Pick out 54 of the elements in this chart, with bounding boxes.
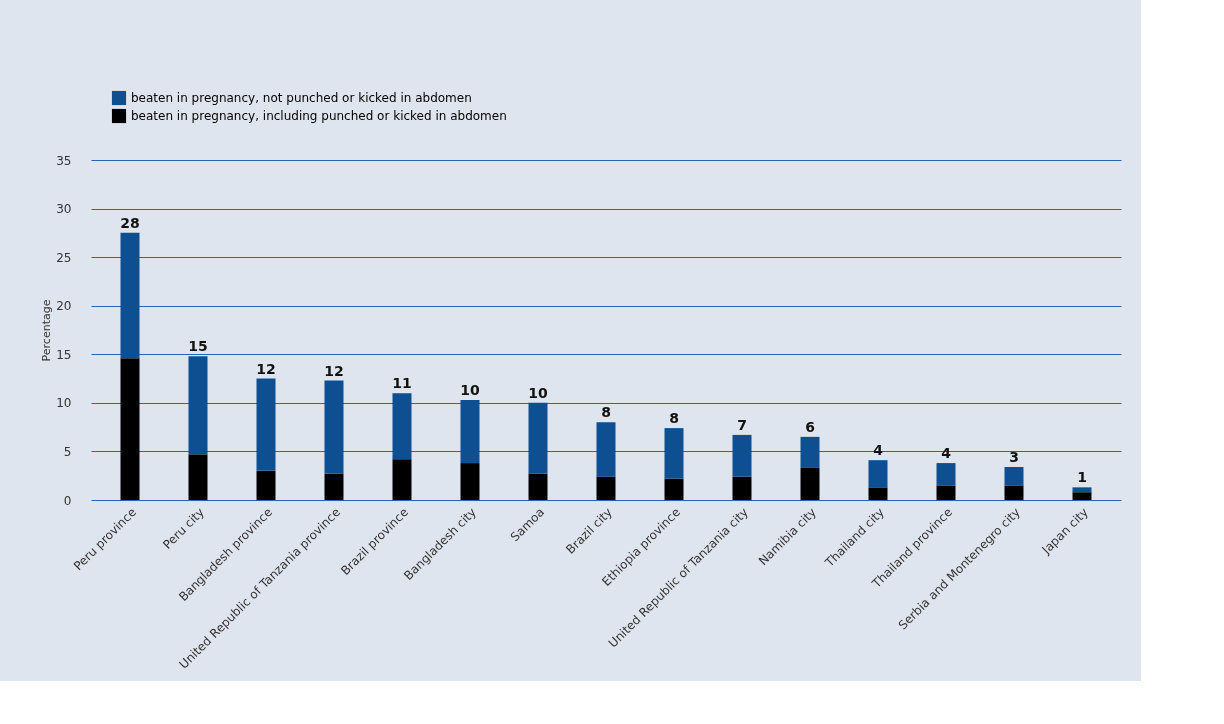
y-tick-label: 5: [63, 444, 72, 459]
y-axis-title: Percentage: [40, 299, 54, 362]
bar: [120, 358, 140, 500]
bar: [324, 473, 344, 500]
total-label: 12: [256, 360, 276, 377]
bar: [188, 356, 208, 455]
y-tick-label: 0: [63, 493, 72, 508]
bar: [868, 487, 888, 500]
total-label: 10: [460, 381, 480, 398]
bar: [732, 476, 752, 500]
bar: [188, 454, 208, 500]
y-tick-label: 10: [56, 396, 72, 411]
bar: [732, 434, 752, 477]
total-label: 8: [601, 404, 611, 421]
y-tick-label: 15: [56, 347, 72, 362]
bar: [936, 485, 956, 500]
bar: [392, 393, 412, 460]
bar: [1072, 492, 1092, 500]
bar: [800, 436, 820, 468]
bar: [528, 402, 548, 474]
legend-label: beaten in pregnancy, not punched or kicked in abdomen: [131, 91, 472, 105]
bar: [324, 380, 344, 474]
total-label: 12: [324, 362, 344, 379]
bar: [936, 463, 956, 486]
bar: [460, 399, 480, 464]
bar: [800, 467, 820, 500]
bar: [664, 478, 684, 500]
total-label: 15: [188, 338, 208, 355]
bar: [596, 476, 616, 500]
total-label: 11: [392, 375, 412, 392]
bar: [256, 470, 276, 500]
bar: [528, 473, 548, 500]
bar: [664, 428, 684, 479]
total-label: 7: [737, 416, 747, 433]
legend-label: beaten in pregnancy, including punched or kicked in abdomen: [131, 109, 507, 123]
y-tick-label: 20: [56, 299, 72, 314]
bar: [120, 232, 140, 359]
total-label: 28: [120, 214, 140, 231]
bar: [1072, 487, 1092, 493]
total-label: 1: [1077, 469, 1087, 486]
bar: [596, 422, 616, 477]
bar: [392, 459, 412, 500]
total-label: 3: [1009, 448, 1019, 465]
bar: [460, 463, 480, 500]
bar: [868, 460, 888, 488]
bar: [256, 378, 276, 471]
bar: [1004, 485, 1024, 500]
y-tick-label: 35: [56, 153, 72, 168]
total-label: 6: [805, 418, 815, 435]
y-tick-label: 30: [56, 202, 72, 217]
y-tick-label: 25: [56, 250, 72, 265]
bar: [1004, 466, 1024, 486]
total-label: 10: [528, 384, 548, 401]
total-label: 8: [669, 410, 679, 427]
